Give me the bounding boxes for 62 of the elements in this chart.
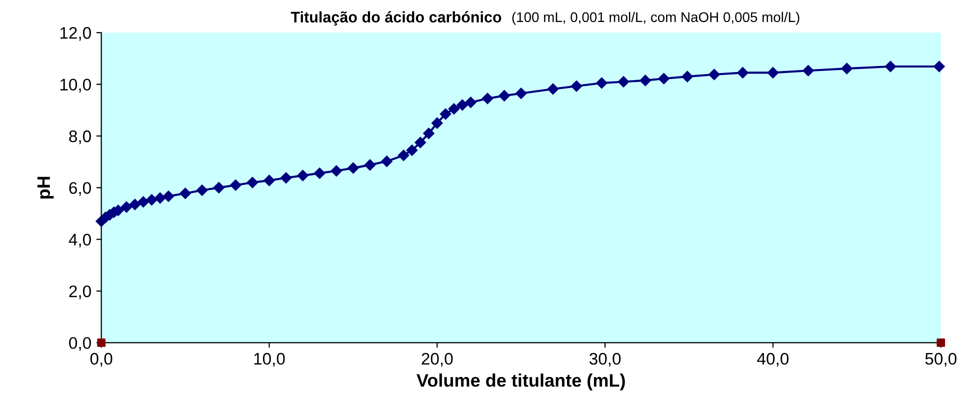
x-tick-label: 20,0 (422, 352, 453, 367)
point (708, 68, 720, 80)
chart-subtitle: (100 mL, 0,001 mol/L, com NaOH 0,005 mol/L) (512, 12, 800, 25)
point (618, 76, 630, 88)
point (802, 65, 814, 76)
point (423, 128, 434, 140)
chart-title: Titulação do ácido carbónico (290, 11, 502, 26)
point (246, 176, 258, 188)
point (364, 159, 376, 171)
point (162, 190, 174, 202)
point (498, 90, 510, 102)
y-tick-label: 12,0 (60, 27, 91, 41)
y-tick-label: 8,0 (69, 130, 91, 144)
y-tick-label: 2,0 (69, 285, 91, 300)
point (330, 165, 342, 176)
x-tick-label: 30,0 (589, 352, 621, 367)
point (196, 184, 208, 196)
point (547, 83, 559, 95)
point (314, 168, 326, 179)
point (146, 194, 158, 206)
x-tick-label: 0,0 (90, 352, 112, 367)
point (154, 192, 166, 204)
y-tick-label: 0,0 (69, 337, 91, 351)
x-tick-label: 10,0 (254, 352, 285, 367)
y-tick-label: 10,0 (60, 78, 91, 92)
point (570, 80, 582, 92)
point (682, 70, 693, 82)
point (448, 103, 460, 114)
point (596, 77, 608, 89)
point (213, 182, 224, 194)
point (884, 60, 896, 72)
point (381, 156, 392, 167)
point (737, 67, 748, 78)
point (414, 136, 426, 148)
point (515, 88, 527, 99)
point (934, 60, 945, 72)
point (120, 201, 132, 213)
x-tick-label: 40,0 (757, 352, 789, 367)
point (398, 150, 410, 161)
point (767, 67, 779, 78)
point (297, 170, 308, 182)
point (440, 108, 452, 120)
point (180, 188, 191, 199)
y-tick-label: 6,0 (69, 182, 91, 196)
point (406, 144, 418, 156)
point (482, 92, 494, 104)
point (432, 117, 443, 129)
x-axis-title: Volume de titulante (mL) (416, 374, 625, 390)
point (138, 196, 149, 208)
point (348, 162, 359, 174)
point (465, 96, 476, 108)
point (658, 73, 670, 84)
point (456, 99, 468, 111)
y-tick-label: 4,0 (68, 234, 91, 248)
x-tick-label: 50,0 (925, 352, 956, 367)
point (841, 62, 852, 74)
y-axis-title: pH (37, 176, 54, 199)
point (129, 198, 141, 210)
point (640, 74, 651, 86)
point (280, 172, 292, 184)
point (264, 174, 275, 186)
point (230, 179, 242, 191)
